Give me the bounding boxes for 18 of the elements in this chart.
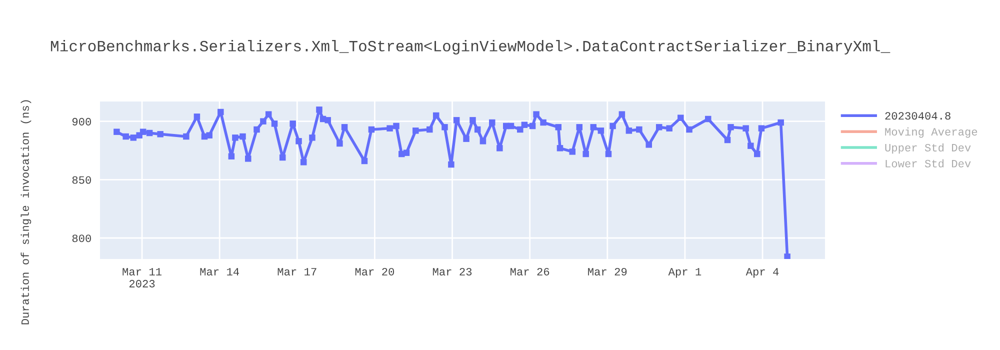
- x-tick-label: Mar 29: [588, 268, 627, 276]
- y-tick-label: 800: [72, 234, 91, 242]
- x-tick-label: Apr 1: [668, 268, 702, 278]
- x-tick-label: Mar 17: [278, 268, 316, 276]
- y-axis-title: Duration of single invocation (ns): [20, 100, 32, 324]
- y-tick-label: 850: [72, 176, 91, 184]
- legend-label: 20230404.8: [885, 112, 950, 120]
- x-tick-label: Mar 20: [355, 268, 394, 276]
- x-tick-label: Mar 23: [432, 268, 472, 276]
- legend-label: Upper Std Dev: [885, 143, 971, 154]
- x-tick-label: Mar 14: [200, 268, 240, 276]
- x-tick-label: Apr 4: [746, 268, 779, 278]
- legend-label: Lower Std Dev: [886, 159, 971, 168]
- x-tick-label: Mar 26: [510, 268, 550, 276]
- chart-title: MicroBenchmarks.Serializers.Xml_ToStream<LoginViewModel>.DataContractSerializer_BinaryXml_: [50, 40, 890, 54]
- legend-label: Moving Average: [885, 127, 978, 138]
- x-tick-label: Mar 11 2023: [122, 268, 162, 288]
- y-tick-label: 900: [72, 118, 91, 126]
